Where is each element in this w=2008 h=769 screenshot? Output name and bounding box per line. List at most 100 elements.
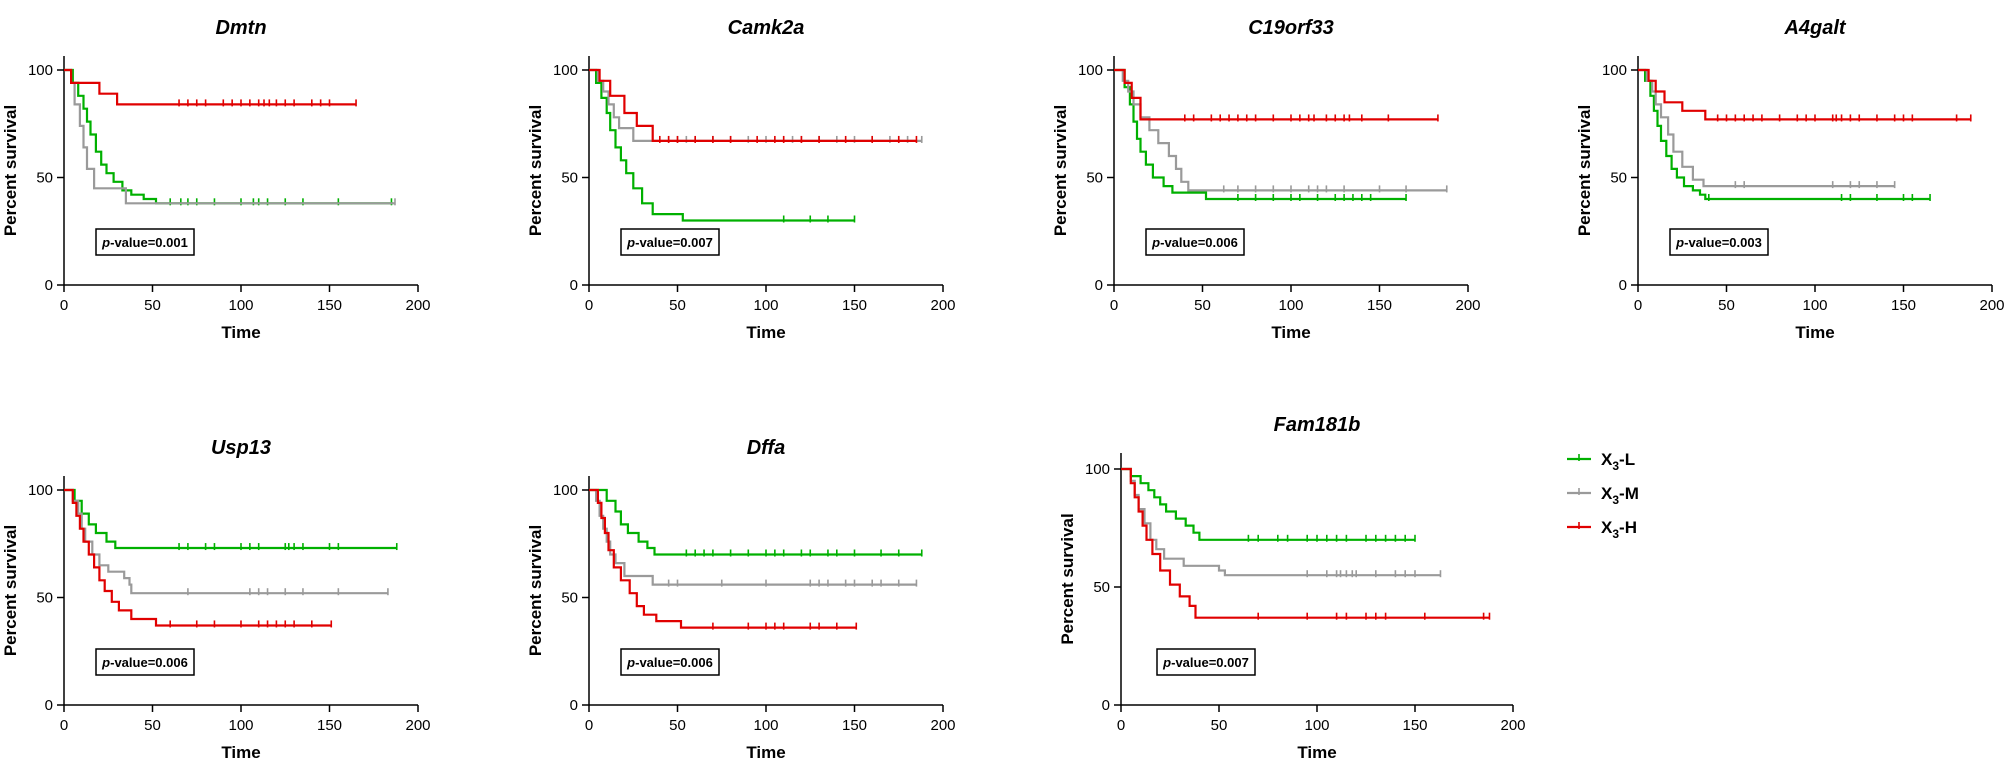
chart-title: Fam181b	[1274, 414, 1361, 436]
y-tick-label: 50	[1610, 170, 1627, 187]
x-tick-label: 150	[1891, 297, 1916, 314]
x-axis-label: Time	[746, 323, 785, 342]
x-tick-label: 200	[1979, 297, 2004, 314]
chart-title: Camk2a	[728, 17, 805, 39]
y-tick-label: 0	[45, 277, 53, 294]
p-value-box	[1156, 648, 1256, 676]
survival-curve	[64, 68, 357, 106]
y-axis-label: Percent survival	[1051, 105, 1070, 236]
legend-base: X	[1601, 484, 1613, 503]
p-value-label: p-value=0.007	[626, 235, 713, 250]
survival-curve	[589, 68, 855, 222]
series-X3-L	[589, 68, 856, 223]
series-X3-M	[64, 488, 389, 596]
series-X3-H	[64, 68, 357, 107]
survival-curve	[64, 488, 397, 550]
p-value-text: -value=0.007	[1171, 655, 1249, 670]
legend-suffix: -H	[1619, 518, 1637, 537]
p-value-box	[1669, 228, 1769, 256]
legend-item: X3-L	[1567, 450, 1635, 473]
x-tick-label: 200	[930, 297, 955, 314]
y-tick-label: 0	[1619, 277, 1627, 294]
survival-curve	[1638, 68, 1895, 188]
x-tick-label: 0	[585, 717, 593, 734]
series-X3-H	[64, 488, 333, 628]
x-axis-label: Time	[1271, 323, 1310, 342]
p-value-text: -value=0.001	[110, 235, 188, 250]
legend-base: X	[1601, 518, 1613, 537]
chart-panel: Fam181b 0 50 100 150 200 0 50 100 Time Percent sur…	[1058, 414, 1526, 762]
survival-curve	[1638, 68, 1971, 121]
p-value-text: -value=0.006	[635, 655, 713, 670]
p-value-box	[620, 228, 720, 256]
y-tick-label: 100	[1085, 461, 1110, 478]
x-tick-label: 50	[1718, 297, 1735, 314]
x-tick-label: 50	[144, 717, 161, 734]
legend-suffix: -M	[1619, 484, 1639, 503]
chart-panel: C19orf33 0 50 100 150 200 0 50 100 Time Percent su…	[1051, 17, 1481, 342]
series-X3-L	[64, 488, 398, 551]
survival-curve	[64, 488, 332, 627]
p-value-label: p-value=0.001	[101, 235, 188, 250]
x-tick-label: 0	[1117, 717, 1125, 734]
y-tick-label: 100	[553, 482, 578, 499]
x-tick-label: 100	[228, 297, 253, 314]
chart-title: A4galt	[1783, 17, 1846, 39]
x-axis-label: Time	[221, 743, 260, 762]
p-value-text: -value=0.003	[1684, 235, 1762, 250]
p-value-box	[620, 648, 720, 676]
x-tick-label: 0	[1634, 297, 1642, 314]
x-axis-label: Time	[221, 323, 260, 342]
y-axis-label: Percent survival	[1, 525, 20, 656]
p-value-box	[1145, 228, 1245, 256]
y-axis-label: Percent survival	[1575, 105, 1594, 236]
series-X3-M	[1114, 68, 1448, 193]
y-tick-label: 100	[28, 62, 53, 79]
p-value-box	[95, 228, 195, 256]
x-tick-label: 200	[405, 717, 430, 734]
x-tick-label: 0	[60, 717, 68, 734]
legend-suffix: -L	[1619, 450, 1635, 469]
legend-subscript: 3	[1612, 527, 1619, 541]
survival-curve	[64, 68, 395, 205]
x-tick-label: 100	[1802, 297, 1827, 314]
series-X3-H	[589, 68, 918, 143]
x-axis-label: Time	[746, 743, 785, 762]
p-value-italic: p	[101, 235, 110, 250]
x-tick-label: 200	[405, 297, 430, 314]
series-X3-L	[1121, 467, 1416, 542]
y-axis-label: Percent survival	[1058, 513, 1077, 644]
legend-item: X3-M	[1567, 484, 1639, 507]
x-axis-label: Time	[1795, 323, 1834, 342]
y-tick-label: 100	[1078, 62, 1103, 79]
chart-title: Usp13	[211, 437, 271, 459]
survival-curve	[1121, 467, 1415, 541]
series-X3-H	[1638, 68, 1972, 122]
survival-curve	[589, 68, 917, 142]
x-tick-label: 50	[1194, 297, 1211, 314]
legend-base: X	[1601, 450, 1613, 469]
y-tick-label: 0	[45, 697, 53, 714]
p-value-italic: p	[1675, 235, 1684, 250]
survival-curve	[64, 68, 394, 205]
y-tick-label: 50	[1086, 170, 1103, 187]
legend: X3-LX3-MX3-H	[1567, 450, 1639, 541]
p-value-label: p-value=0.007	[1162, 655, 1249, 670]
p-value-text: -value=0.006	[110, 655, 188, 670]
survival-curve	[1121, 467, 1441, 577]
x-tick-label: 200	[930, 717, 955, 734]
survival-curve	[589, 68, 922, 142]
p-value-italic: p	[101, 655, 110, 670]
x-tick-label: 100	[753, 717, 778, 734]
y-tick-label: 0	[570, 277, 578, 294]
x-tick-label: 150	[317, 717, 342, 734]
series-X3-H	[589, 488, 858, 630]
x-tick-label: 200	[1500, 717, 1525, 734]
chart-panel: Usp13 0 50 100 150 200 0 50 100 Time Percent survi…	[1, 437, 431, 762]
x-tick-label: 150	[842, 297, 867, 314]
series-X3-H	[1114, 68, 1439, 122]
p-value-text: -value=0.007	[635, 235, 713, 250]
y-axis-label: Percent survival	[526, 105, 545, 236]
survival-curve	[589, 488, 922, 556]
